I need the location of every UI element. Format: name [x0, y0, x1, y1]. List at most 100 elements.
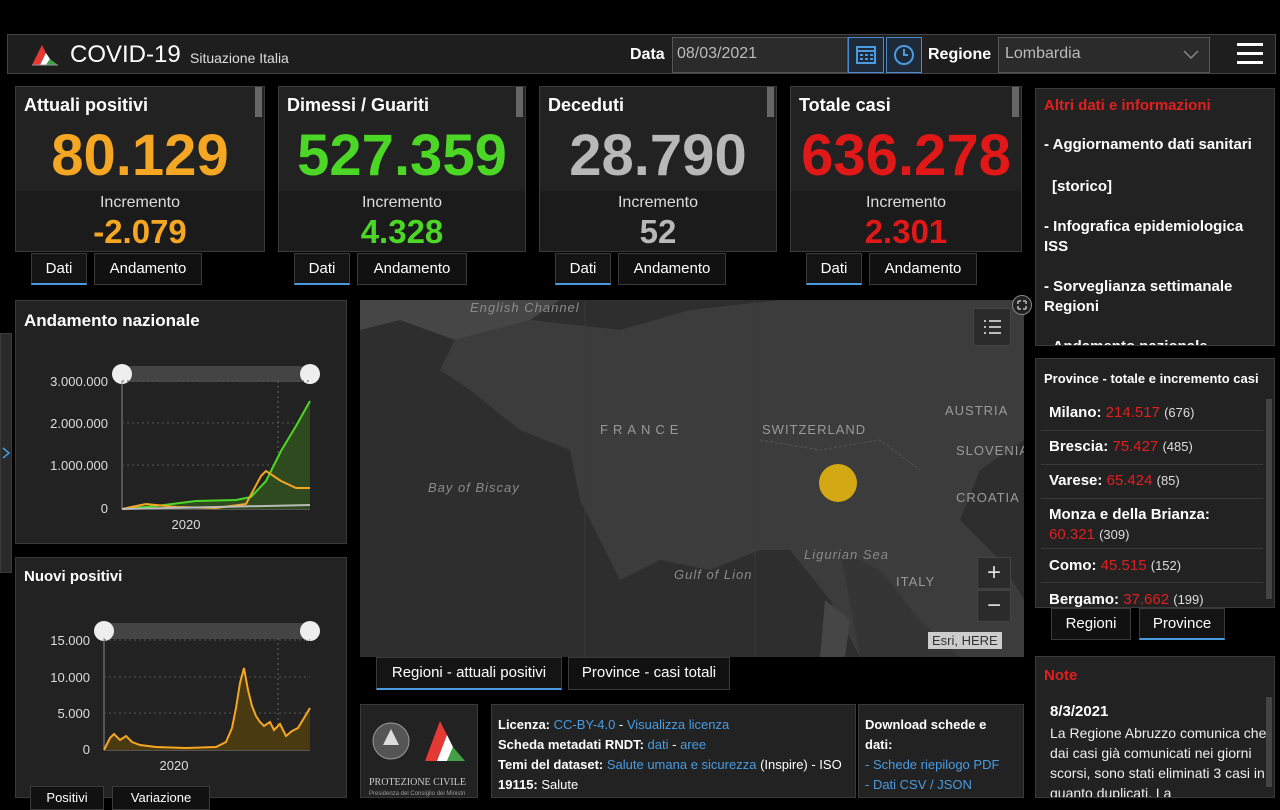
province-row[interactable]: Bergamo: 37.662 (199) [1041, 583, 1263, 607]
y-tick: 3.000.000 [50, 374, 108, 389]
info-link-aggiornamento[interactable]: - Aggiornamento dati sanitari [1044, 136, 1252, 153]
scrollbar[interactable] [1012, 87, 1019, 117]
map-view[interactable]: English Channel FRANCE SWITZERLAND AUSTR… [360, 300, 1024, 657]
nuovi-positivi-chart: 15.000 10.000 5.000 0 2020 [50, 621, 320, 773]
map-label: ITALY [896, 574, 936, 589]
tab-dati[interactable]: Dati [806, 253, 862, 285]
scrollbar[interactable] [767, 87, 774, 117]
map-label: Bay of Biscay [428, 480, 520, 495]
lombardia-marker[interactable] [819, 464, 857, 502]
note-date: 8/3/2021 [1050, 703, 1109, 720]
kpi-incr: 2.301 [864, 213, 948, 250]
range-slider-handle-right[interactable] [300, 621, 320, 641]
view-license-link[interactable]: Visualizza licenza [626, 717, 730, 732]
info-link-storico[interactable]: [storico] [1052, 178, 1112, 195]
license-panel: Licenza: CC-BY-4.0 - Visualizza licenza … [491, 704, 856, 798]
chart-title: Andamento nazionale [24, 311, 200, 330]
province-panel: Province - totale e incremento casi Mila… [1035, 358, 1275, 608]
time-button[interactable] [886, 37, 922, 73]
scrollbar[interactable] [516, 87, 523, 117]
date-input[interactable]: 08/03/2021 [672, 37, 848, 73]
positivi-line [121, 469, 310, 510]
tab-andamento[interactable]: Andamento [618, 253, 726, 285]
kpi-attuali-positivi: Attuali positivi 80.129 Incremento -2.07… [15, 86, 265, 252]
tab-dati[interactable]: Dati [31, 253, 87, 285]
province-row[interactable]: Varese: 65.424 (85) [1041, 465, 1263, 499]
tab-variazione[interactable]: Variazione [112, 786, 210, 810]
x-tick: 2020 [172, 517, 201, 532]
zoom-out-button[interactable]: − [977, 590, 1011, 622]
y-tick: 10.000 [50, 670, 90, 685]
province-row[interactable]: Como: 45.515 (152) [1041, 549, 1263, 583]
nuovi-positivi-panel: Nuovi positivi 15.000 10.000 5.000 0 202… [15, 557, 347, 798]
menu-icon[interactable] [1237, 43, 1263, 65]
chevron-down-icon [1183, 50, 1199, 60]
kpi-incr: -2.079 [93, 213, 187, 250]
fullscreen-icon[interactable] [1012, 295, 1032, 315]
tab-dati[interactable]: Dati [555, 253, 611, 285]
themes-link[interactable]: Salute umana e sicurezza [606, 757, 757, 772]
logo-subtext: Presidenza del Consiglio dei Ministri [369, 791, 466, 797]
region-select[interactable]: Lombardia [998, 37, 1210, 73]
side-drawer-handle[interactable] [0, 333, 12, 573]
kpi-value: 636.278 [801, 123, 1011, 188]
info-link-sorveglianza[interactable]: - Sorveglianza settimanale Regioni [1044, 278, 1233, 315]
y-tick: 2.000.000 [50, 416, 108, 431]
tab-province-casi-totali[interactable]: Province - casi totali [568, 657, 730, 690]
info-link-andamento[interactable]: - Andamento nazionale [1044, 337, 1259, 345]
download-panel: Download schede e dati: - Schede riepilo… [858, 704, 1024, 798]
range-slider-track[interactable] [104, 623, 310, 639]
tab-regioni-attuali-positivi[interactable]: Regioni - attuali positivi [376, 657, 562, 690]
emblem-icon [372, 721, 465, 761]
info-link-infografica[interactable]: - Infografica epidemiologica ISS [1044, 218, 1244, 255]
range-slider-handle-left[interactable] [112, 364, 132, 384]
tab-positivi[interactable]: Positivi [30, 786, 104, 810]
map-attribution: Esri, HERE [928, 632, 1002, 649]
calendar-button[interactable] [848, 37, 884, 73]
province-name: Varese: [1049, 472, 1103, 489]
tab-andamento[interactable]: Andamento [869, 253, 977, 285]
themes-iso: 19115: [498, 777, 538, 792]
download-title: Download schede e dati: [865, 717, 987, 752]
tab-andamento[interactable]: Andamento [357, 253, 467, 285]
province-row[interactable]: Monza e della Brianza: 60.321 (309) [1041, 499, 1263, 549]
tab-dati[interactable]: Dati [294, 253, 350, 285]
tab-province[interactable]: Province [1139, 608, 1225, 640]
download-csv-link[interactable]: - Dati CSV / JSON [865, 777, 972, 792]
range-slider-track[interactable] [122, 366, 310, 382]
scrollbar[interactable] [1266, 697, 1272, 787]
metadata-dati-link[interactable]: dati [647, 737, 669, 752]
calendar-icon [856, 46, 876, 64]
license-link[interactable]: CC-BY-4.0 [553, 717, 616, 732]
province-incr: (309) [1099, 527, 1130, 542]
zoom-in-button[interactable]: + [977, 557, 1011, 589]
province-total: 60.321 [1049, 526, 1095, 543]
range-slider-handle-right[interactable] [300, 364, 320, 384]
themes-iso-value: Salute [541, 777, 579, 792]
metadata-aree-link[interactable]: aree [680, 737, 707, 752]
guariti-area [122, 401, 310, 509]
map-label: English Channel [470, 300, 580, 315]
province-row[interactable]: Milano: 214.517 (676) [1041, 395, 1263, 431]
province-incr: (199) [1173, 592, 1204, 607]
province-row[interactable]: Brescia: 75.427 (485) [1041, 431, 1263, 465]
map-basemap [360, 300, 1024, 657]
chevron-right-icon [2, 447, 11, 459]
kpi-totale-casi: Totale casi 636.278 Incremento 2.301 [790, 86, 1022, 252]
info-panel: Altri dati e informazioni - Aggiornament… [1035, 88, 1275, 346]
province-total: 75.427 [1112, 438, 1159, 455]
note-title: Note [1044, 667, 1078, 684]
y-tick: 15.000 [50, 633, 90, 648]
map-label: CROATIA [956, 490, 1020, 505]
kpi-value: 80.129 [51, 123, 229, 188]
legend-button[interactable] [973, 308, 1011, 346]
x-tick: 2020 [160, 758, 189, 773]
andamento-chart: 3.000.000 2.000.000 1.000.000 0 2020 [50, 364, 320, 532]
range-slider-handle-left[interactable] [94, 621, 114, 641]
download-pdf-link[interactable]: - Schede riepilogo PDF [865, 757, 1000, 772]
scrollbar[interactable] [255, 87, 262, 117]
scrollbar[interactable] [1266, 399, 1272, 599]
nuovi-positivi-area [104, 668, 310, 750]
tab-andamento[interactable]: Andamento [94, 253, 202, 285]
tab-regioni[interactable]: Regioni [1051, 608, 1131, 640]
